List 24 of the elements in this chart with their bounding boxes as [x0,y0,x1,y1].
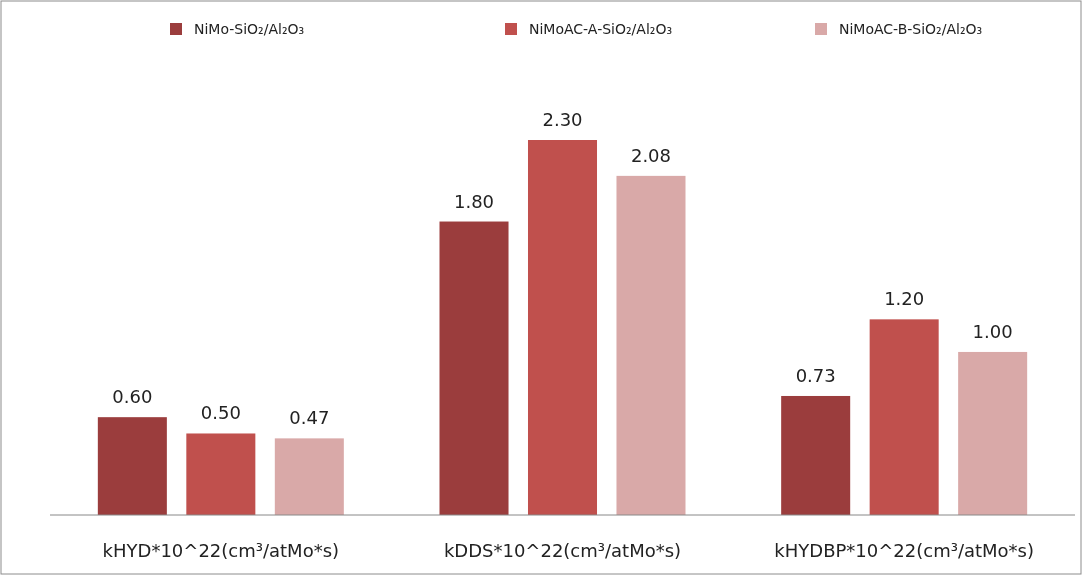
data-label: 0.50 [200,402,241,424]
data-label: 2.30 [542,109,583,130]
bar [958,351,1028,515]
data-label: 1.80 [453,190,495,212]
data-label: 2.08 [630,144,672,166]
legend-label: NiMoAC-A-SiO₂/Al₂O₃ [529,21,673,37]
data-label: 0.73 [795,364,836,386]
bar [439,221,509,515]
x-tick-label: kHYDBP*10^22(cm³/atMo*s) [774,540,1035,561]
data-label: 1.20 [884,288,925,310]
legend-label: NiMoAC-B-SiO₂/Al₂O₃ [839,21,983,37]
data-label: 0.47 [289,407,330,429]
bar [186,433,256,515]
legend-label: NiMo-SiO₂/Al₂O₃ [194,21,305,37]
bar [869,319,939,515]
bar [527,140,598,515]
bar [781,395,851,515]
x-tick-label: kDDS*10^22(cm³/atMo*s) [443,540,682,561]
bar [97,417,167,515]
x-tick-label: kHYD*10^22(cm³/atMo*s) [102,540,340,561]
bar [616,175,686,515]
data-label: 1.00 [972,320,1013,342]
bar [274,438,344,515]
data-label: 0.60 [112,386,153,408]
